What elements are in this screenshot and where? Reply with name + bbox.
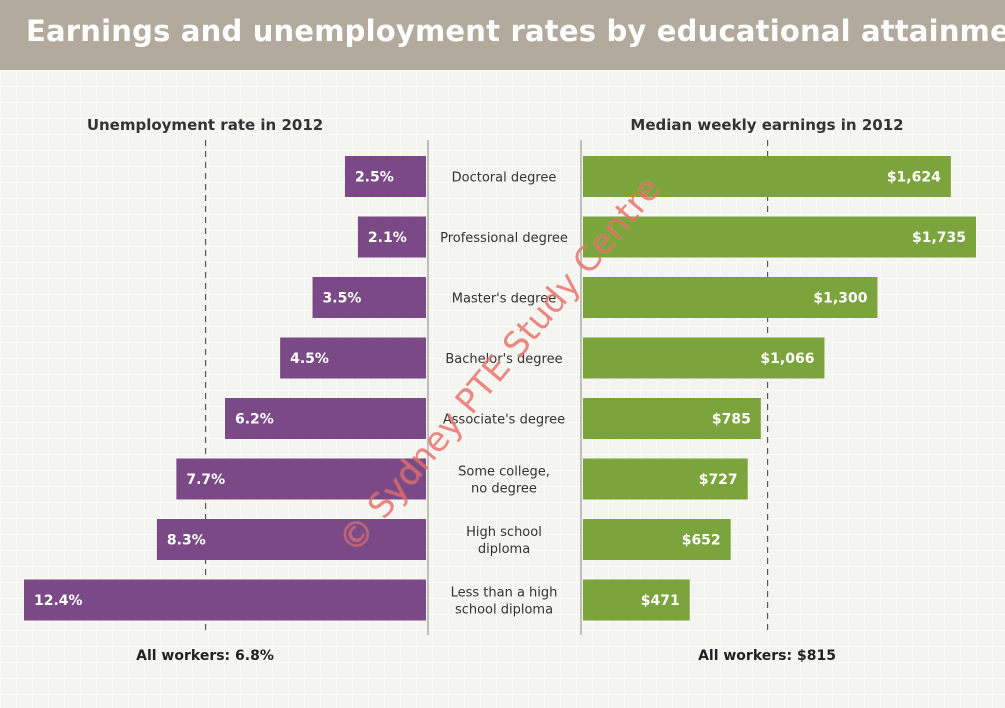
earnings-panel-title: Median weekly earnings in 2012	[630, 116, 903, 134]
category-label: Bachelor's degree	[445, 352, 562, 367]
earnings-bar	[583, 579, 690, 621]
unemployment-bar-label: 4.5%	[290, 351, 329, 367]
earnings-bar	[583, 337, 825, 379]
earnings-bar	[583, 458, 748, 500]
unemployment-bar-label: 8.3%	[167, 533, 206, 549]
unemployment-bar	[225, 398, 426, 439]
category-label: Doctoral degree	[452, 171, 557, 186]
category-label: High school diploma	[466, 525, 542, 557]
unemployment-bar	[156, 519, 426, 560]
unemployment-bar-label: 2.5%	[355, 170, 394, 186]
unemployment-bar	[176, 458, 426, 500]
chart-title: Earnings and unemployment rates by educa…	[26, 14, 1005, 48]
category-label: Some college, no degree	[458, 465, 550, 497]
earnings-reference-label: All workers: $815	[698, 648, 836, 664]
earnings-bar	[583, 156, 951, 197]
earnings-bar-label: $652	[682, 533, 721, 549]
unemployment-bar	[280, 337, 426, 379]
category-label: Professional degree	[440, 231, 568, 246]
earnings-bar	[583, 277, 878, 318]
earnings-bar	[583, 519, 731, 560]
earnings-bar-label: $471	[641, 593, 680, 609]
unemployment-bar-label: 12.4%	[34, 593, 83, 609]
earnings-bar	[583, 398, 761, 439]
unemployment-reference-label: All workers: 6.8%	[136, 648, 274, 664]
unemployment-bar-label: 7.7%	[186, 472, 225, 488]
unemployment-bar	[24, 579, 426, 621]
category-label: Master's degree	[452, 292, 556, 307]
unemployment-bar-label: 3.5%	[323, 291, 362, 307]
earnings-bar	[583, 216, 976, 258]
earnings-bar-label: $1,624	[887, 170, 941, 186]
earnings-bar-label: $727	[699, 472, 738, 488]
category-label: Less than a high school diploma	[451, 586, 558, 618]
header-banner: Earnings and unemployment rates by educa…	[0, 0, 1005, 70]
earnings-bar-label: $785	[712, 412, 751, 428]
unemployment-bar-label: 2.1%	[368, 230, 407, 246]
earnings-bar-label: $1,300	[813, 291, 867, 307]
unemployment-bar	[312, 277, 426, 318]
unemployment-bar	[344, 156, 426, 197]
earnings-bar-label: $1,735	[912, 230, 966, 246]
earnings-bar-label: $1,066	[760, 351, 814, 367]
unemployment-panel-title: Unemployment rate in 2012	[87, 116, 323, 134]
unemployment-bar	[357, 216, 426, 258]
unemployment-bar-label: 6.2%	[235, 412, 274, 428]
category-label: Associate's degree	[443, 413, 565, 428]
